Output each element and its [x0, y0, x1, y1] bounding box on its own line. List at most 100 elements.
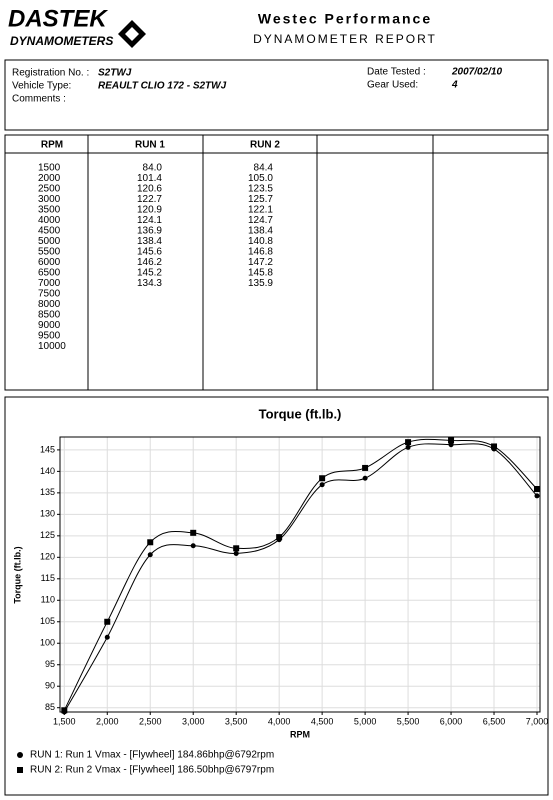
point	[362, 475, 368, 481]
x-tick-label: 6,500	[483, 716, 506, 726]
y-tick-label: 110	[41, 595, 55, 605]
plot-frame	[59, 436, 541, 713]
point	[190, 543, 196, 549]
info-value: 2007/02/10	[451, 67, 502, 78]
rpm-cell: 1500	[38, 163, 61, 174]
y-tick-label: 120	[40, 552, 55, 562]
run1-cell: 145.2	[137, 268, 162, 279]
x-tick-label: 2,500	[139, 716, 162, 726]
point	[533, 485, 540, 492]
info-box	[4, 59, 549, 131]
point	[104, 634, 110, 640]
rpm-cell: 3500	[38, 205, 61, 216]
info-label: Date Tested :	[367, 67, 426, 78]
run2-cell: 138.4	[248, 226, 273, 237]
rpm-cell: 9500	[38, 331, 61, 342]
point	[448, 442, 454, 448]
run2-cell: 122.1	[248, 205, 273, 216]
x-tick-label: 2,000	[96, 716, 119, 726]
rpm-cell: 5000	[38, 236, 61, 247]
info-label: Vehicle Type:	[12, 81, 71, 92]
x-tick-label: 4,000	[268, 716, 291, 726]
logo-icon	[118, 20, 146, 48]
x-tick-label: 5,000	[354, 716, 377, 726]
rpm-cell: 5500	[38, 247, 61, 258]
point	[319, 482, 325, 488]
point	[491, 443, 498, 450]
info-label: Registration No. :	[12, 68, 89, 79]
run1-cell: 134.3	[137, 278, 162, 289]
rpm-cell: 6500	[38, 268, 61, 279]
rpm-cell: 8000	[38, 299, 61, 310]
x-tick-label: 5,500	[397, 716, 420, 726]
y-tick-label: 100	[40, 638, 55, 648]
y-tick-label: 105	[40, 616, 55, 626]
y-axis-label: Torque (ft.lb.)	[12, 546, 22, 603]
run1-cell: 138.4	[137, 236, 162, 247]
legend-marker	[17, 767, 23, 773]
rpm-cell: 8500	[38, 310, 61, 321]
info-value: 4	[451, 80, 458, 91]
report-title: DYNAMOMETER REPORT	[253, 32, 437, 46]
run2-cell: 125.7	[248, 194, 273, 205]
y-tick-label: 95	[45, 659, 55, 669]
legend-label: RUN 2: Run 2 Vmax - [Flywheel] 186.50bhp…	[30, 765, 274, 776]
chart-box	[4, 396, 549, 796]
y-tick-label: 130	[40, 509, 55, 519]
y-tick-label: 145	[40, 444, 55, 454]
x-tick-label: 3,500	[225, 716, 248, 726]
legend-label: RUN 1: Run 1 Vmax - [Flywheel] 184.86bhp…	[30, 750, 274, 761]
point	[190, 529, 197, 536]
rpm-cell: 9000	[38, 320, 61, 331]
info-label: Comments :	[12, 94, 66, 105]
x-tick-label: 7,000	[526, 716, 549, 726]
info-label: Gear Used:	[367, 80, 418, 91]
run2-cell: 124.7	[248, 215, 273, 226]
x-tick-label: 1,500	[53, 716, 76, 726]
y-tick-label: 85	[45, 702, 55, 712]
run1-cell: 146.2	[137, 257, 162, 268]
run1-cell: 101.4	[137, 173, 162, 184]
run1-cell: 120.6	[137, 184, 162, 195]
rpm-cell: 7500	[38, 289, 61, 300]
run2-cell: 146.8	[248, 247, 273, 258]
table-header: RPM	[41, 140, 63, 151]
run1-cell: 124.1	[137, 215, 162, 226]
rpm-cell: 4500	[38, 226, 61, 237]
y-tick-label: 115	[41, 573, 55, 583]
x-tick-label: 3,000	[182, 716, 205, 726]
rpm-cell: 7000	[38, 278, 61, 289]
point	[534, 493, 540, 499]
y-tick-label: 135	[40, 487, 55, 497]
point	[448, 437, 455, 444]
y-tick-label: 90	[45, 681, 55, 691]
run2-cell: 147.2	[248, 257, 273, 268]
point	[147, 552, 153, 558]
rpm-cell: 10000	[38, 341, 66, 352]
table-box	[4, 134, 549, 391]
run2-cell: 123.5	[248, 184, 273, 195]
point	[147, 539, 154, 546]
x-tick-label: 6,000	[440, 716, 463, 726]
rpm-cell: 3000	[38, 194, 61, 205]
point	[61, 707, 68, 714]
point	[233, 545, 240, 552]
run2-cell: 135.9	[248, 278, 273, 289]
point	[405, 444, 411, 450]
run2-cell: 145.8	[248, 268, 273, 279]
y-tick-label: 125	[40, 530, 55, 540]
run2-cell: 105.0	[248, 173, 273, 184]
run2-cell: 140.8	[248, 236, 273, 247]
table-dividers	[5, 135, 548, 390]
run1-cell: 145.6	[137, 247, 162, 258]
x-tick-label: 4,500	[311, 716, 334, 726]
info-value: REAULT CLIO 172 - S2TWJ	[98, 81, 227, 92]
point	[362, 464, 369, 471]
run2-cell: 84.4	[254, 163, 274, 174]
run1-cell: 136.9	[137, 226, 162, 237]
x-axis-label: RPM	[290, 729, 310, 739]
torque-line	[63, 438, 538, 711]
rpm-cell: 2000	[38, 173, 61, 184]
point	[319, 475, 326, 482]
